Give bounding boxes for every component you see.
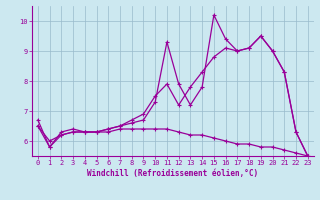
X-axis label: Windchill (Refroidissement éolien,°C): Windchill (Refroidissement éolien,°C) [87,169,258,178]
